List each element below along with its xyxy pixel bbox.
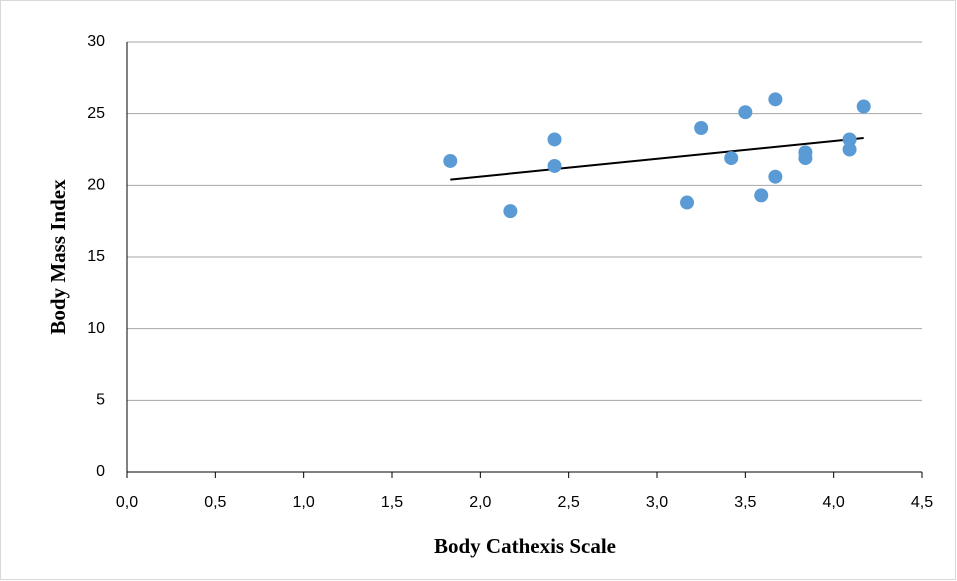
x-tick-label: 1,5	[381, 494, 403, 511]
point	[856, 99, 871, 114]
point	[798, 151, 813, 166]
y-axis-title: Body Mass Index	[46, 179, 70, 335]
y-tick-label: 25	[87, 105, 105, 122]
point	[768, 169, 783, 184]
x-tick-label: 4,5	[911, 494, 933, 511]
y-tick-label: 10	[87, 320, 105, 337]
point	[503, 204, 518, 219]
point	[842, 132, 857, 147]
x-tick-label: 0,5	[204, 494, 226, 511]
point	[842, 142, 857, 157]
x-tick-label: 3,5	[734, 494, 756, 511]
trendline	[450, 137, 864, 181]
y-tick-label: 5	[96, 392, 105, 409]
point	[724, 151, 739, 166]
x-tick-label: 0,0	[116, 494, 138, 511]
y-tick-label: 20	[87, 177, 105, 194]
y-tick-label: 30	[87, 33, 105, 50]
x-tick-label: 2,0	[469, 494, 491, 511]
point	[754, 188, 769, 203]
point	[680, 195, 695, 210]
point	[547, 132, 562, 147]
point	[443, 153, 458, 168]
x-tick-label: 2,5	[558, 494, 580, 511]
y-tick-label: 0	[96, 463, 105, 480]
x-tick-label: 3,0	[646, 494, 668, 511]
x-axis-title: Body Cathexis Scale	[434, 534, 616, 558]
point	[768, 92, 783, 107]
point	[547, 158, 562, 173]
x-tick-label: 1,0	[293, 494, 315, 511]
point	[738, 105, 753, 120]
point	[694, 121, 709, 135]
x-tick-label: 4,0	[823, 494, 845, 511]
y-tick-label: 15	[87, 248, 105, 265]
